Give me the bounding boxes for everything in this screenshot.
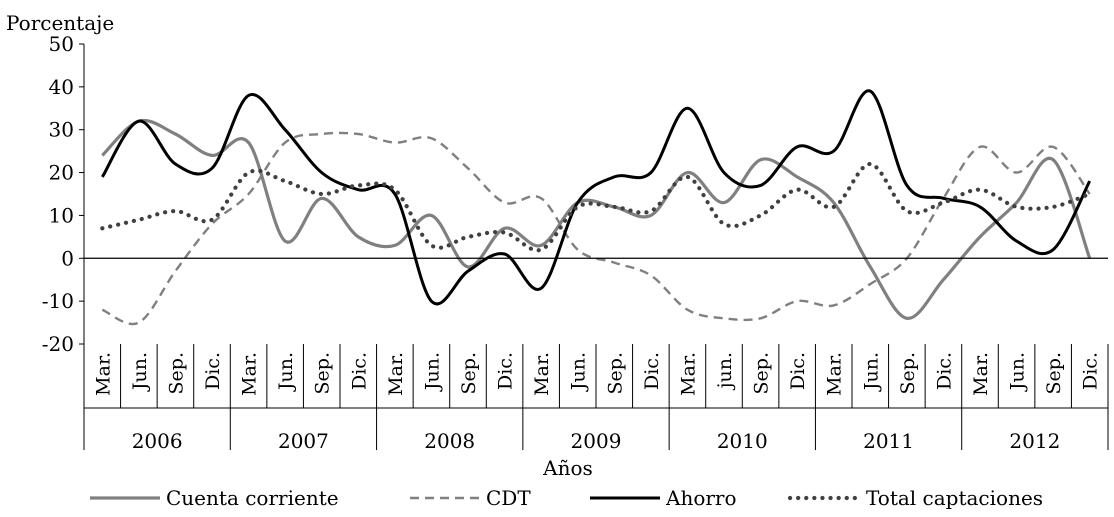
year-label: 2010 bbox=[717, 429, 768, 453]
x-tick-label: Dic. bbox=[787, 352, 809, 390]
x-tick-label: jun. bbox=[714, 352, 736, 390]
x-tick-label: Sep. bbox=[312, 352, 334, 394]
legend-item: Total captaciones bbox=[787, 486, 1043, 510]
y-tick-label: 10 bbox=[49, 203, 74, 227]
year-label: 2009 bbox=[571, 429, 622, 453]
x-tick-label: Jun. bbox=[860, 352, 882, 392]
x-tick-label: Jun. bbox=[1007, 352, 1029, 392]
x-tick-label: Mar. bbox=[239, 352, 261, 396]
legend-item: CDT bbox=[410, 486, 531, 510]
x-tick-label: Sep. bbox=[458, 352, 480, 394]
x-tick-label: Sep. bbox=[751, 352, 773, 394]
x-tick-label: Sep. bbox=[165, 352, 187, 394]
x-tick-label: Sep. bbox=[897, 352, 919, 394]
year-label: 2007 bbox=[278, 429, 329, 453]
year-label: 2012 bbox=[1009, 429, 1060, 453]
x-tick-label: Sep. bbox=[604, 352, 626, 394]
y-axis-title: Porcentaje bbox=[6, 11, 114, 35]
x-tick-label: Dic. bbox=[202, 352, 224, 390]
y-tick-label: 50 bbox=[49, 32, 74, 56]
legend-label: Cuenta corriente bbox=[166, 486, 339, 510]
x-tick-label: Dic. bbox=[933, 352, 955, 390]
series-line-0 bbox=[101, 118, 1092, 320]
y-tick-label: 40 bbox=[49, 75, 74, 99]
x-tick-label: Mar. bbox=[385, 352, 407, 396]
x-tick-label: Mar. bbox=[531, 352, 553, 396]
y-tick-label: 30 bbox=[49, 118, 74, 142]
x-tick-label: Dic. bbox=[641, 352, 663, 390]
y-tick-label: 20 bbox=[49, 161, 74, 185]
legend: Cuenta corriente CDT Ahorro Total captacion… bbox=[90, 486, 1043, 510]
x-tick-label: Mar. bbox=[677, 352, 699, 396]
series-line-2 bbox=[101, 89, 1092, 306]
y-tick-label: -20 bbox=[42, 332, 74, 356]
x-axis-title: Años bbox=[542, 456, 593, 480]
x-tick-label: Mar. bbox=[92, 352, 114, 396]
x-tick-label: Jun. bbox=[421, 352, 443, 392]
legend-label: Ahorro bbox=[665, 486, 737, 510]
x-tick-label: Jun. bbox=[129, 352, 151, 392]
legend-label: Total captaciones bbox=[866, 486, 1043, 510]
legend-item: Cuenta corriente bbox=[90, 486, 339, 510]
x-tick-label: Dic. bbox=[1080, 352, 1102, 390]
legend-label: CDT bbox=[486, 486, 531, 510]
x-tick-label: Mar. bbox=[824, 352, 846, 396]
year-label: 2011 bbox=[863, 429, 914, 453]
x-tick-label: Jun. bbox=[275, 352, 297, 392]
year-label: 2006 bbox=[132, 429, 183, 453]
x-tick-label: Dic. bbox=[495, 352, 517, 390]
legend-item: Ahorro bbox=[590, 486, 737, 510]
x-tick-label: Mar. bbox=[970, 352, 992, 396]
series-line-3 bbox=[100, 161, 1092, 253]
series-line-1 bbox=[101, 131, 1091, 326]
y-tick-label: 0 bbox=[61, 246, 74, 270]
y-tick-label: -10 bbox=[42, 289, 74, 313]
year-label: 2008 bbox=[424, 429, 475, 453]
x-tick-label: Jun. bbox=[568, 352, 590, 392]
x-tick-label: Sep. bbox=[1043, 352, 1065, 394]
x-tick-label: Dic. bbox=[348, 352, 370, 390]
